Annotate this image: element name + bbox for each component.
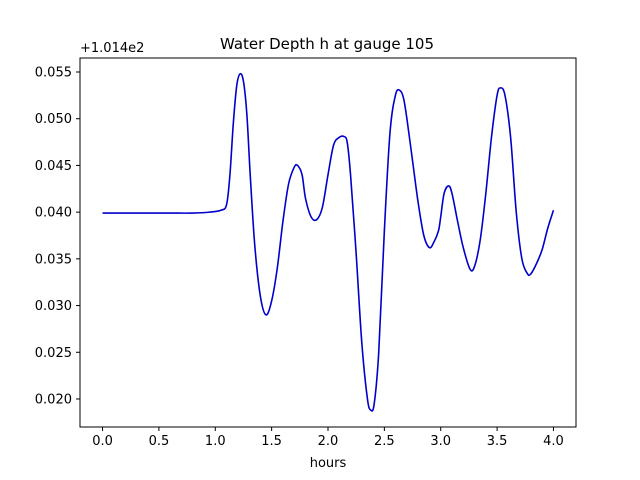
y-tick-label: 0.030 [35,299,72,314]
plot-area [80,58,576,427]
axes-frame [79,57,577,428]
x-tick-label: 2.5 [374,434,395,449]
x-tick-label: 1.0 [205,434,226,449]
x-tick-label: 3.5 [487,434,508,449]
chart-title: Water Depth h at gauge 105 [220,35,434,53]
y-tick-label: 0.020 [35,392,72,407]
y-tick-label: 0.050 [35,112,72,127]
y-tick-label: 0.025 [35,346,72,361]
y-offset-label: +1.014e2 [80,41,144,56]
ticks-layer: 0.0 0.5 1.0 1.5 2.0 2.5 3.0 3.5 4.0 0.020 0.025 0.0… [35,66,564,449]
series-line-0 [102,72,555,412]
x-tick-label: 0.5 [149,434,170,449]
y-tick-label: 0.055 [35,66,72,81]
y-tick-label: 0.040 [35,206,72,221]
x-tick-label: 0.0 [92,434,113,449]
y-tick-label: 0.045 [35,159,72,174]
x-tick-label: 1.5 [261,434,282,449]
y-tick-label: 0.035 [35,252,72,267]
x-axis-label: hours [310,456,347,471]
x-tick-label: 4.0 [543,434,564,449]
x-tick-label: 3.0 [430,434,451,449]
x-tick-label: 2.0 [318,434,339,449]
series-layer [102,72,555,412]
